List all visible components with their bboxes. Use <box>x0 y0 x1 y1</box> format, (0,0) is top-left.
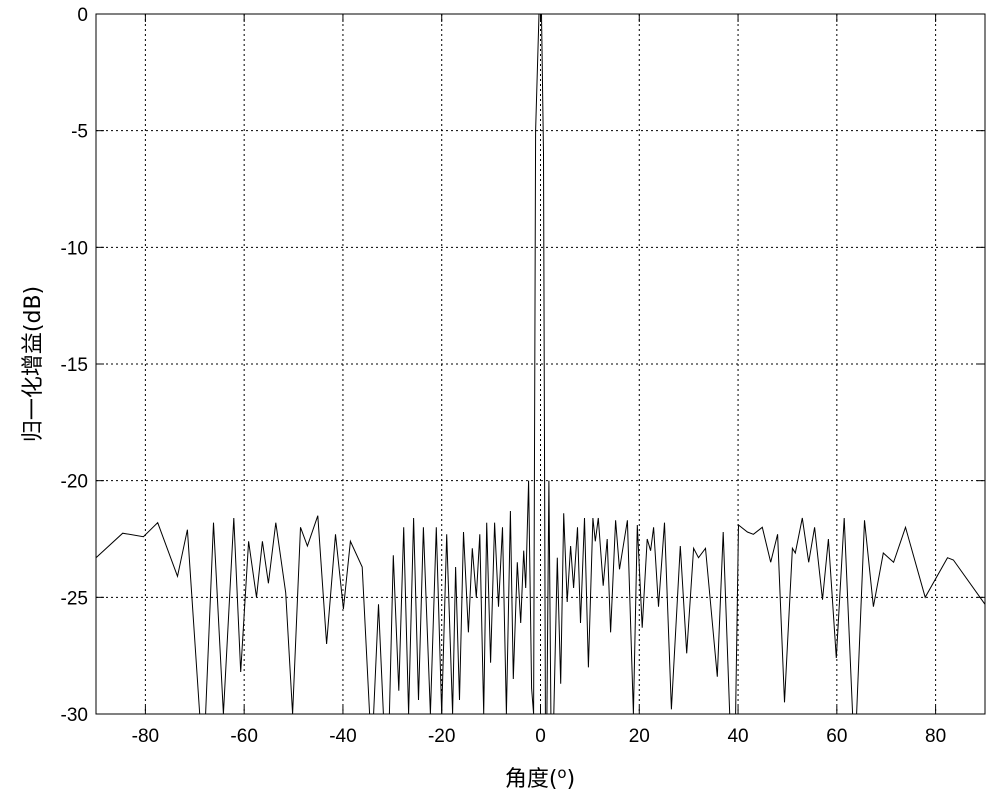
x-tick-label: 60 <box>826 726 847 747</box>
y-tick-label: -20 <box>61 472 88 493</box>
y-tick-label: -25 <box>61 588 88 609</box>
ticks: -80 -60 -40 -20 0 20 40 60 80 0 -5 -10 -15 -20 -25 -30 <box>61 5 985 747</box>
y-axis-label: 归一化增益(dB) <box>21 286 46 442</box>
curve-layer <box>95 13 986 715</box>
y-tick-label: -10 <box>61 238 88 259</box>
gain-curve <box>95 13 986 715</box>
x-axis-label: 角度(o) <box>505 764 575 792</box>
x-tick-label: -80 <box>132 726 159 747</box>
y-tick-label: -15 <box>61 355 88 376</box>
x-tick-label: 20 <box>629 726 650 747</box>
x-tick-label: 0 <box>535 726 546 747</box>
y-tick-label: 0 <box>77 5 88 26</box>
x-tick-label: -40 <box>329 726 356 747</box>
y-tick-label: -30 <box>61 705 88 726</box>
x-tick-label: 40 <box>727 726 748 747</box>
x-tick-label: -20 <box>428 726 455 747</box>
y-tick-label: -5 <box>71 122 88 143</box>
x-tick-label: 80 <box>925 726 946 747</box>
x-tick-label: -60 <box>230 726 257 747</box>
